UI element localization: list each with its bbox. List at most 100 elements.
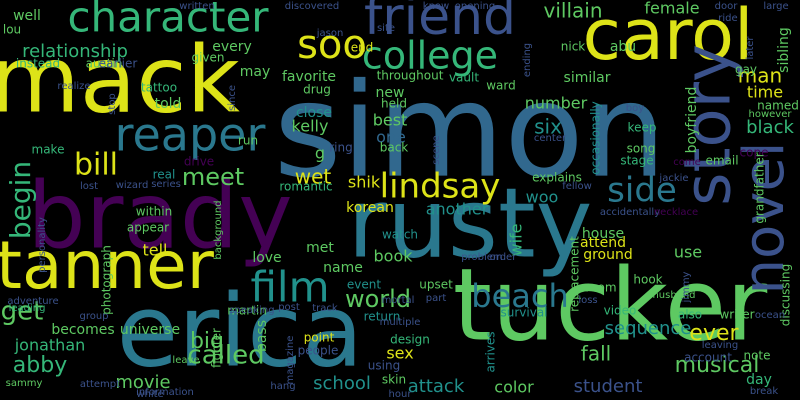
word-tucker: tucker [453,246,768,363]
word-six: six [534,115,562,139]
word-met: met [306,240,334,256]
word-come: come [673,157,701,168]
word-real: real [153,168,176,182]
word-abby: abby [13,353,67,378]
word-background: background [213,200,224,259]
word-discussing: discussing [779,264,793,326]
word-side: side [607,171,677,211]
word-using: using [368,359,400,373]
word-keep: keep [628,121,657,135]
word-attend: attend [580,235,626,251]
word-earlier: earlier [99,57,138,71]
word-name: name [323,260,363,276]
word-email: email [705,154,738,168]
word-group: group [79,311,108,322]
word-also: also [678,308,702,322]
word-ward: ward [486,79,516,93]
word-magazine: magazine [285,336,296,385]
word-tanner: tanner [0,227,215,304]
word-love: love [252,250,281,266]
word-since: since [227,85,238,111]
word-husband: husband [652,290,695,301]
word-romantic: romantic [279,180,332,194]
word-multiple: multiple [380,317,421,328]
word-soo: soo [297,22,367,68]
word-end: end [351,41,374,55]
word-film: film [250,263,329,312]
word-friend: friend [364,0,516,47]
word-well: well [13,8,41,24]
word-room: room [585,281,616,295]
word-wife: wife [507,223,526,256]
word-center: center [534,133,567,144]
word-drug: drug [303,83,331,97]
word-erica: erica [117,272,364,389]
word-color: color [494,378,534,397]
word-may: may [240,64,271,80]
word-photograph: photograph [100,245,114,315]
word-white: white [136,389,163,400]
word-lindsay: lindsay [380,167,501,207]
word-realize: realize [57,81,90,92]
word-problem: problem [461,252,502,263]
word-explains: explains [532,171,582,185]
word-tell: tell [142,241,167,260]
word-mack: mack [0,26,241,133]
word-personality: personality [37,217,48,273]
word-ride: ride [718,13,737,24]
word-note: note [743,349,770,363]
word-use: use [674,243,702,262]
word-named: named [757,99,799,113]
word-ending: ending [522,43,533,77]
word-post: post [278,302,300,313]
word-boyfriend: boyfriend [684,87,700,154]
word-account: account [684,351,732,365]
word-musical: musical [675,353,760,378]
word-video: video [604,304,637,318]
word-attempt: attempt [80,379,120,390]
word-know: know [423,1,449,12]
word-abu: abu [610,39,636,55]
word-time: time [747,83,783,102]
word-people: people [298,344,339,358]
word-wizard: wizard [116,180,149,191]
word-student: student [574,376,643,397]
word-point: point [304,331,335,345]
word-stop: stop [107,93,118,115]
word-leaving: leaving [702,340,738,351]
word-track: track [312,303,338,314]
word-college: college [362,34,498,78]
word-jason: jason [316,28,344,39]
word-attack: attack [408,376,465,397]
word-new: new [376,85,405,101]
word-character: character [67,0,269,42]
word-stage: stage [620,154,653,168]
word-close: close [296,105,332,121]
word-gay: gay [735,63,757,77]
word-relationship: relationship [22,41,128,62]
word-event: event [347,278,381,292]
word-told: told [155,96,182,112]
word-martin: martin [227,304,267,318]
word-book: book [374,247,414,266]
word-movie: movie [115,372,170,393]
word-story: story [672,44,746,206]
word-bill: bill [74,148,118,183]
word-arrives: arrives [484,331,498,372]
word-fall: fall [581,342,611,366]
word-world: world [345,285,411,313]
word-rusty: rusty [348,167,593,279]
word-bass: bass [254,320,270,352]
word-becomes: becomes [51,322,114,338]
word-speaking: speaking [229,305,274,316]
word-jimmy: jimmy [681,271,692,303]
word-big: big [190,329,224,354]
word-design: design [390,333,430,347]
word-large: large [763,1,788,12]
word-occasionally: occasionally [589,101,603,175]
word-ever: ever [689,321,739,346]
word-series: series [151,179,181,190]
word-wet: wet [295,165,332,189]
word-survival: survival [500,306,547,320]
word-kelly: kelly [292,117,329,136]
